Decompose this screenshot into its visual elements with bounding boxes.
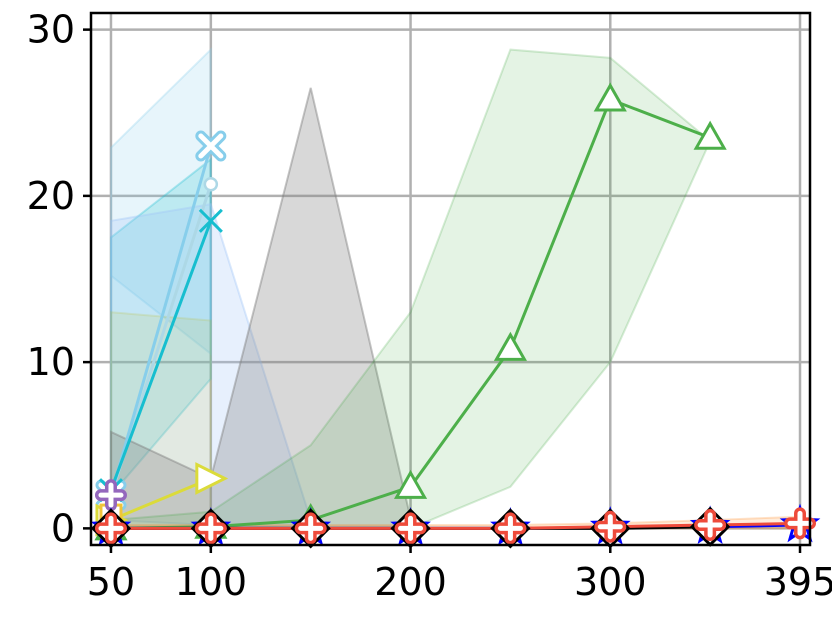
confidence-band (109, 47, 212, 356)
data-point (203, 176, 219, 192)
plot-frame (89, 11, 812, 547)
data-point (693, 120, 727, 150)
marker-layer (90, 82, 821, 549)
data-point (593, 82, 627, 112)
data-point (493, 331, 528, 361)
data-point (94, 479, 127, 512)
y-tick-label: 0 (51, 506, 75, 550)
series-line (109, 145, 213, 496)
data-point (694, 509, 727, 542)
band-layer (109, 47, 802, 530)
x-tick-label: 200 (374, 560, 447, 604)
series-line (109, 220, 213, 491)
series-line (110, 477, 212, 522)
data-point (195, 130, 227, 162)
x-tick-label: 100 (175, 560, 248, 604)
x-tick-label: 50 (87, 560, 135, 604)
data-point (594, 510, 627, 543)
data-point (195, 462, 229, 495)
x-tick-label: 300 (574, 560, 647, 604)
tick-layer: 50 100 200 300 395 0 10 20 30 (27, 8, 832, 604)
data-point (494, 512, 527, 545)
y-tick-label: 10 (27, 340, 75, 384)
data-point (784, 507, 817, 540)
data-point (194, 512, 227, 545)
data-point (198, 208, 223, 233)
x-tick-label: 395 (764, 560, 832, 604)
y-tick-label: 20 (27, 174, 75, 218)
data-point (294, 512, 327, 545)
data-point (94, 512, 127, 545)
data-point (393, 469, 428, 499)
data-point (394, 512, 427, 545)
y-tick-label: 30 (27, 8, 75, 52)
